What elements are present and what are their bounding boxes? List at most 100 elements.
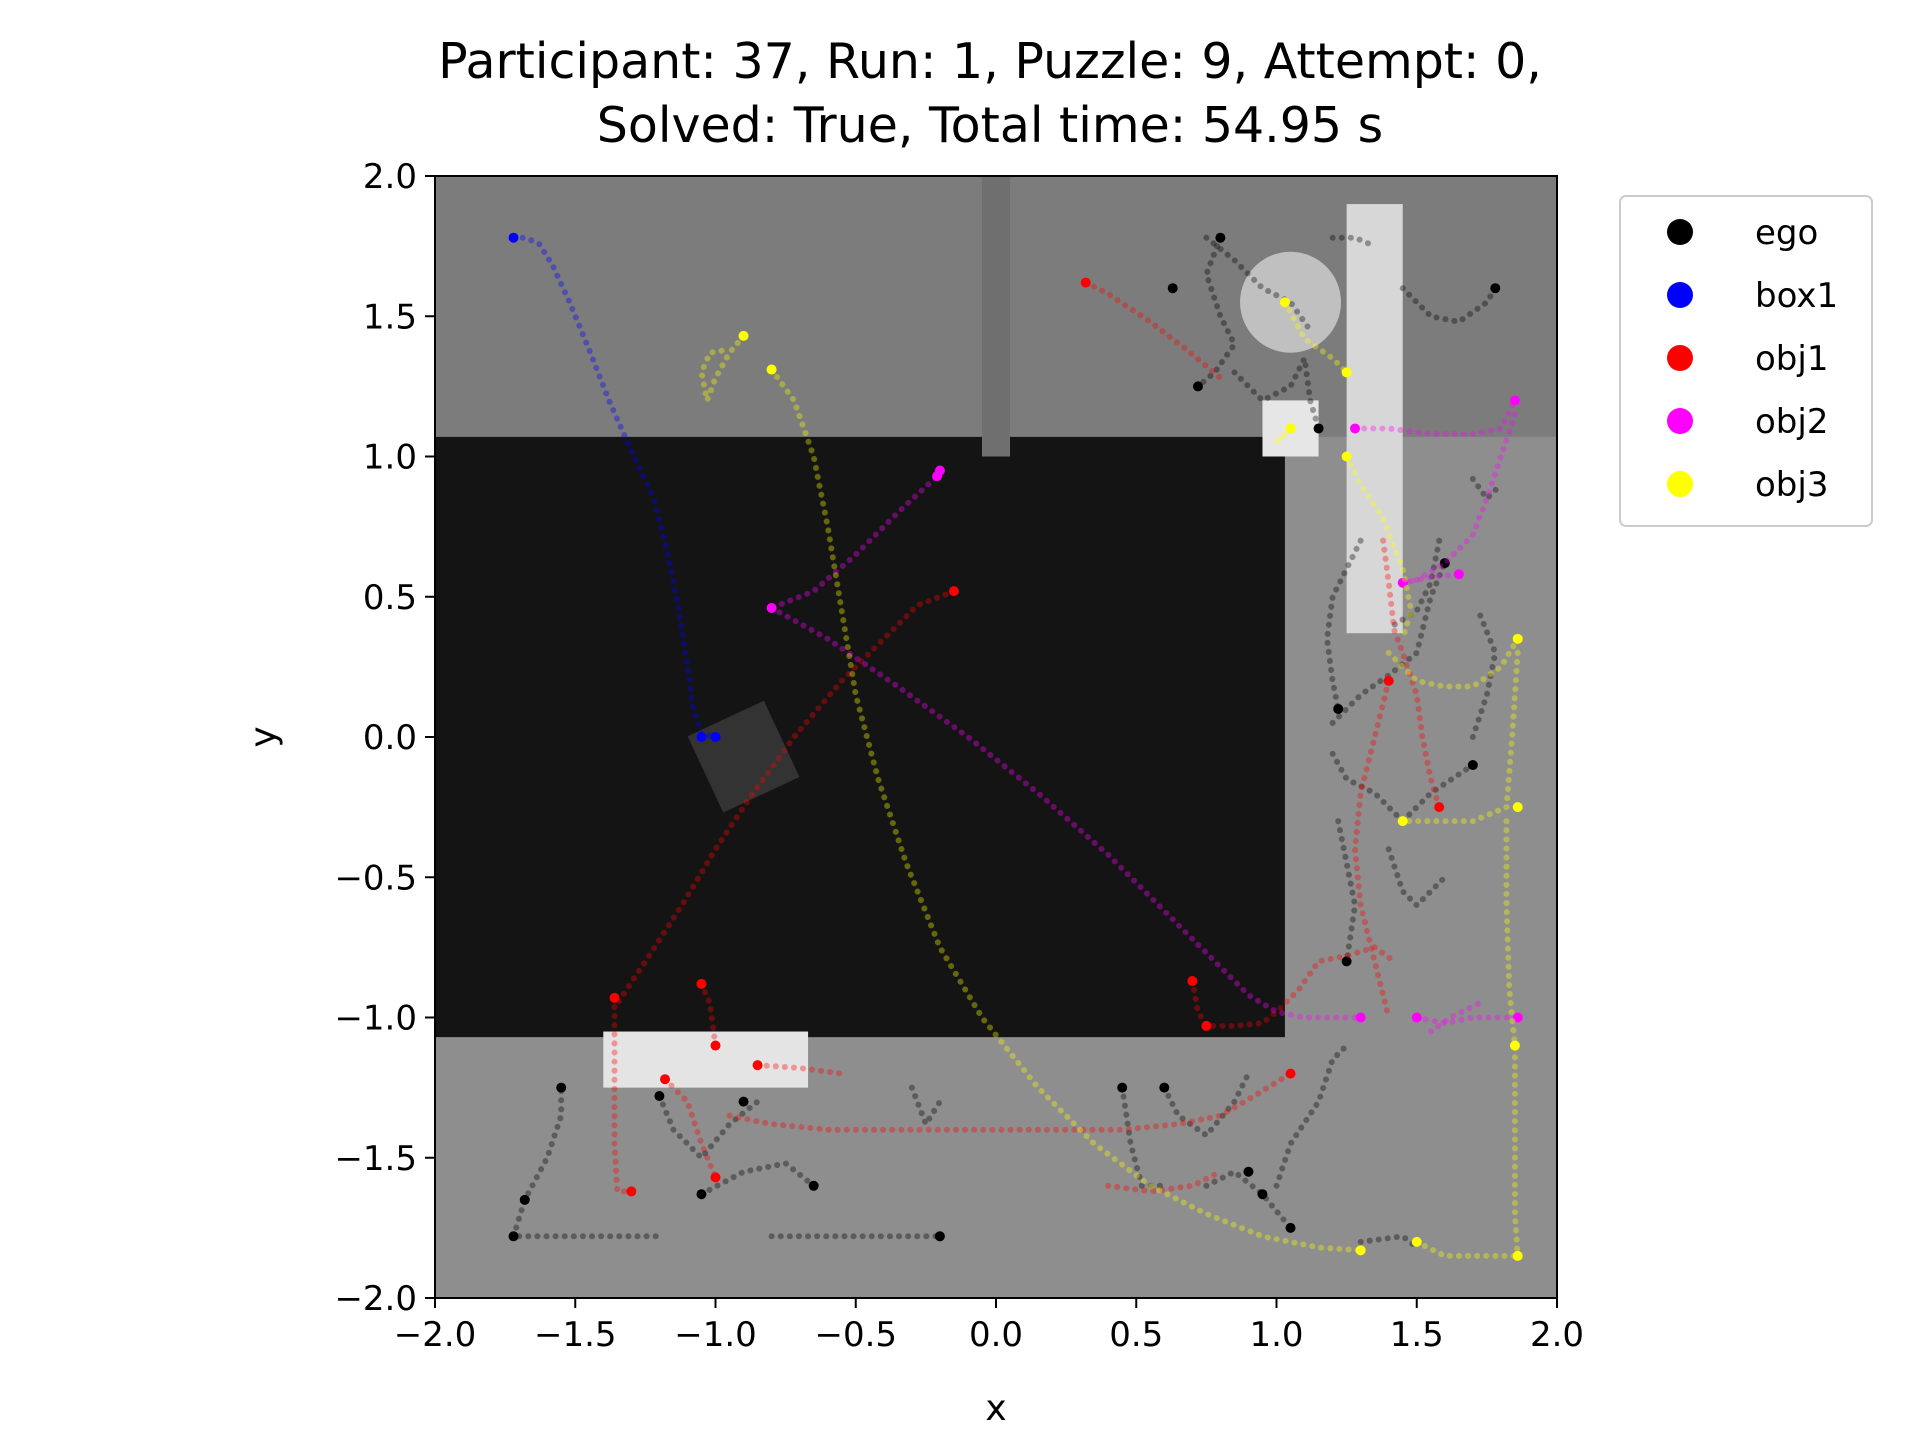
obj3-trajectory-3 xyxy=(1274,425,1294,445)
ego-point-16 xyxy=(1439,558,1450,569)
chart-title-line1: Participant: 37, Run: 1, Puzzle: 9, Atte… xyxy=(438,33,1542,90)
ego-point-2 xyxy=(556,1082,567,1093)
legend-frame xyxy=(1619,195,1873,527)
x-tick-label-7: 1.5 xyxy=(1390,1315,1444,1355)
obj2-point-6 xyxy=(1350,423,1361,434)
obj1-trajectory-6 xyxy=(726,1070,1294,1133)
y-tick-label-7: 1.5 xyxy=(363,297,417,337)
obj2-trajectory-1 xyxy=(768,604,1364,1021)
obj1-point-11 xyxy=(1285,1068,1296,1079)
obj3-point-11 xyxy=(1411,1236,1422,1247)
obj1-point-9 xyxy=(1187,976,1198,987)
y-tick-label-8: 2.0 xyxy=(363,157,417,197)
legend-marker-box1 xyxy=(1667,282,1693,308)
obj3-point-8 xyxy=(1397,816,1408,827)
ego-trajectory-18 xyxy=(1329,560,1448,726)
obj1-trajectory-2 xyxy=(611,994,635,1195)
obj3-trajectory-5 xyxy=(1385,635,1521,690)
series-obj2 xyxy=(766,395,1523,1035)
legend-label-obj3: obj3 xyxy=(1755,465,1828,505)
obj1-trajectory-4 xyxy=(662,1076,719,1181)
ego-point-13 xyxy=(1490,283,1501,294)
ego-point-1 xyxy=(519,1194,530,1205)
obj2-trajectory-6 xyxy=(1399,571,1462,586)
x-tick-label-3: −0.5 xyxy=(814,1315,897,1355)
bench xyxy=(603,1031,809,1088)
obj1-trajectory-5 xyxy=(754,1062,845,1077)
ego-trajectory-11 xyxy=(1194,234,1238,390)
obj1-point-12 xyxy=(1383,675,1394,686)
obj1-point-0 xyxy=(1080,277,1091,288)
obj2-point-7 xyxy=(1509,395,1520,406)
y-tick-label-2: −1.0 xyxy=(334,999,417,1039)
series-obj3 xyxy=(698,297,1523,1261)
x-tick-label-1: −1.5 xyxy=(534,1315,617,1355)
obj1-trajectory-8 xyxy=(1189,944,1398,1029)
ego-trajectory-13 xyxy=(1329,234,1378,250)
obj1-point-1 xyxy=(948,586,959,597)
ego-trajectory-22 xyxy=(1469,607,1499,740)
series-box1 xyxy=(508,232,721,742)
ego-trajectory-9 xyxy=(1273,1042,1350,1189)
x-tick-label-4: 0.0 xyxy=(969,1315,1023,1355)
legend: ego box1 obj1 obj2 obj3 xyxy=(1619,195,1873,527)
obj1-point-3 xyxy=(626,1186,637,1197)
obj3-point-1 xyxy=(766,364,777,375)
obj3-trajectory-4 xyxy=(1343,453,1415,642)
y-tick-label-4: 0.0 xyxy=(363,718,417,758)
ego-point-5 xyxy=(808,1180,819,1191)
obj2-point-8 xyxy=(1397,577,1408,588)
ego-trajectory-20 xyxy=(1335,818,1359,965)
obj2-point-4 xyxy=(1411,1012,1422,1023)
obj1-point-2 xyxy=(609,992,620,1003)
box1-trajectory-0 xyxy=(510,234,719,740)
ego-point-17 xyxy=(1341,956,1352,967)
obj3-point-6 xyxy=(1341,451,1352,462)
obj3-point-3 xyxy=(1279,297,1290,308)
chart-title-line2: Solved: True, Total time: 54.95 s xyxy=(597,97,1383,154)
legend-label-obj2: obj2 xyxy=(1755,402,1828,442)
ego-trajectory-8 xyxy=(1203,1168,1294,1231)
legend-marker-ego xyxy=(1667,219,1693,245)
series-ego xyxy=(508,232,1504,1251)
ego-trajectory-21 xyxy=(1385,846,1448,910)
x-tick-label-2: −1.0 xyxy=(674,1315,757,1355)
ego-point-15 xyxy=(1333,703,1344,714)
ego-trajectory-23 xyxy=(1469,475,1504,504)
ego-trajectory-12 xyxy=(1203,234,1314,334)
y-tick-label-3: −0.5 xyxy=(334,858,417,898)
x-axis-label: x xyxy=(985,1388,1006,1429)
long-table xyxy=(1346,204,1403,634)
box1-point-1 xyxy=(696,732,707,742)
x-tick-label-8: 2.0 xyxy=(1530,1315,1584,1355)
obj3-point-9 xyxy=(1512,802,1523,813)
ego-point-0 xyxy=(508,1231,519,1242)
ego-trajectory-16 xyxy=(1323,537,1364,712)
y-axis-label: y xyxy=(243,726,284,747)
plot-area xyxy=(435,176,1557,1298)
obj1-trajectory-1 xyxy=(614,588,957,1007)
obj2-trajectory-4 xyxy=(1352,397,1518,438)
y-tick-label-5: 0.5 xyxy=(363,578,417,618)
ego-point-19 xyxy=(1167,283,1178,294)
ego-point-12 xyxy=(1192,381,1203,392)
obj3-point-12 xyxy=(1509,1040,1520,1051)
dark-region xyxy=(435,436,1285,1038)
obj1-point-7 xyxy=(710,1172,721,1183)
ego-trajectory-19 xyxy=(1329,750,1476,826)
ego-point-4 xyxy=(696,1189,707,1200)
obj1-trajectory-0 xyxy=(1082,279,1224,381)
obj1-trajectory-3 xyxy=(698,980,719,1049)
ego-trajectory-7 xyxy=(1161,1070,1252,1140)
legend-label-obj1: obj1 xyxy=(1755,339,1828,379)
y-tick-label-1: −1.5 xyxy=(334,1139,417,1179)
obj1-trajectory-7 xyxy=(1105,1168,1224,1195)
y-tick-label-0: −2.0 xyxy=(334,1279,417,1319)
ego-trajectory-2 xyxy=(656,1093,761,1163)
scene-background xyxy=(435,176,1557,1298)
box1-point-0 xyxy=(508,232,519,243)
obj1-point-6 xyxy=(660,1074,671,1085)
y-tick-label-6: 1.0 xyxy=(363,438,417,478)
obj3-trajectory-0 xyxy=(698,332,747,412)
